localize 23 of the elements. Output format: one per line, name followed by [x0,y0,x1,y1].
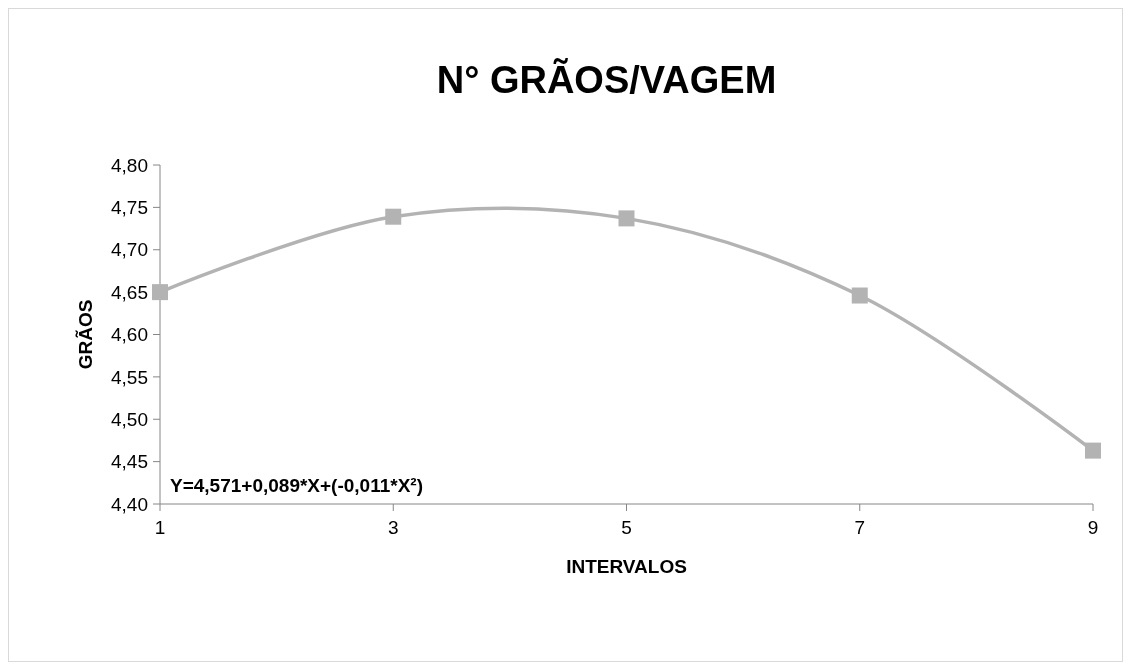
y-axis-title: GRÃOS [75,299,96,370]
chart-title: N° GRÃOS/VAGEM [436,58,777,101]
y-tick-label: 4,40 [111,493,148,515]
point [618,210,635,227]
y-tick-label: 4,70 [111,239,148,261]
y-tick-label: 4,65 [111,281,148,303]
y-tick-label: 4,80 [111,154,148,176]
x-tick-label: 9 [1087,517,1099,538]
x-tick-label: 3 [387,517,399,538]
y-tick-label: 4,55 [111,366,148,388]
x-tick-label: 7 [854,517,866,538]
x-axis-title: INTERVALOS [566,556,687,577]
point [1085,442,1101,459]
y-tick-label: 4,75 [111,197,148,219]
point [152,284,168,301]
y-tick-label: 4,45 [111,451,148,473]
y-tick-label: 4,50 [111,408,148,430]
y-tick-label: 4,60 [111,324,148,346]
x-tick-label: 5 [621,517,632,538]
point [385,208,402,225]
annotation: Y=4,571+0,089*X+(-0,011*X²) [170,475,423,496]
x-tick-label: 1 [154,517,166,538]
point [851,287,868,304]
